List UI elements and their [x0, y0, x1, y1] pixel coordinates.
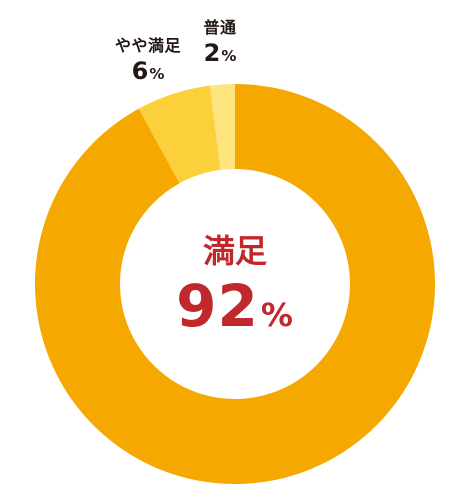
label-futsu: 普通 2% [190, 14, 250, 69]
label-futsu-value: 2 [203, 39, 221, 67]
center-label: 満足 92% [135, 226, 335, 343]
label-futsu-name: 普通 [203, 18, 237, 37]
label-yaya-manzoku: やや満足 6% [106, 32, 190, 87]
center-label-value: 92 [176, 272, 259, 340]
label-futsu-unit: % [221, 47, 237, 65]
slice-yaya-manzoku [138, 85, 221, 184]
slice-manzoku [34, 84, 435, 484]
slice-futsu [209, 84, 235, 170]
center-label-unit: % [260, 296, 294, 334]
label-yaya-manzoku-unit: % [149, 65, 165, 83]
label-yaya-manzoku-value: 6 [131, 57, 149, 85]
label-yaya-manzoku-name: やや満足 [114, 36, 181, 55]
center-label-name: 満足 [202, 232, 267, 270]
